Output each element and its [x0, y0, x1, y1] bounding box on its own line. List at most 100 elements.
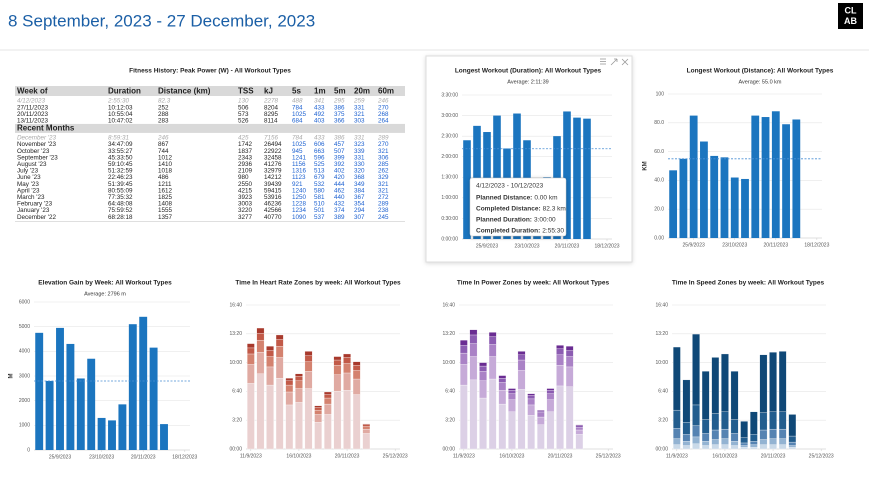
bar-segment — [721, 438, 729, 445]
bar-segment — [788, 435, 797, 443]
bar-segment — [479, 371, 487, 381]
y-tick-label: 1000 — [19, 423, 30, 429]
bar-segment — [295, 388, 303, 403]
bar-segment — [460, 339, 468, 346]
bar-segment — [682, 445, 691, 450]
bar-segment — [769, 411, 777, 430]
bar-segment — [517, 359, 526, 371]
x-tick-label: 20/11/2023 — [555, 243, 580, 249]
bar-segment — [711, 444, 720, 450]
y-tick-label: 3:20 — [232, 418, 242, 424]
table-cell: 492 — [314, 111, 325, 118]
table-cell: 8114 — [264, 117, 278, 124]
chart-title: Elevation Gain by Week: All Workout Type… — [38, 280, 172, 287]
average-label: Average: 2796 m — [84, 291, 126, 297]
bar-segment — [333, 359, 342, 366]
table-cell: 425 — [238, 135, 249, 142]
table-cell: 268 — [378, 111, 389, 118]
table-cell: 321 — [378, 181, 389, 188]
y-tick-label: 6:40 — [445, 389, 455, 395]
table-cell: 22:46:23 — [108, 174, 133, 181]
tooltip: 4/12/2023 - 10/12/2023 Planned Distance: 0… — [469, 177, 567, 237]
table-cell: 433 — [314, 104, 325, 111]
bar-segment — [479, 362, 487, 367]
bar-segment — [256, 339, 265, 353]
table-cell: 20/11/2023 — [17, 111, 49, 118]
bar-segment — [556, 345, 564, 349]
table-cell: 13/11/2023 — [17, 117, 49, 124]
bar-segment — [498, 375, 507, 379]
logo-text: CL — [845, 5, 857, 15]
bar-segment — [730, 441, 739, 446]
bar-segment — [362, 433, 371, 450]
bar-segment — [314, 405, 322, 408]
x-tick-label: 11/9/2023 — [453, 453, 475, 459]
table-cell: 51:32:59 — [108, 168, 133, 175]
bar-segment — [701, 445, 710, 450]
bar-segment — [488, 344, 497, 357]
table-cell: 2936 — [238, 161, 253, 168]
y-tick-label: 13:20 — [229, 331, 242, 337]
table-cell: 510 — [314, 201, 325, 208]
table-cell: 1025 — [292, 111, 307, 118]
tooltip-label: Completed Duration: — [476, 228, 540, 235]
column-header: Distance (km) — [158, 87, 211, 96]
average-label: Average: 2:11:39 — [507, 79, 548, 85]
bar-segment — [517, 389, 526, 450]
table-cell: 294 — [354, 207, 365, 214]
table-cell: 288 — [158, 111, 169, 118]
table-cell: 321 — [378, 187, 389, 194]
bar-segment — [721, 444, 729, 450]
bar-segment — [275, 334, 284, 340]
bar-segment — [769, 352, 777, 412]
y-axis-label: M — [9, 374, 15, 379]
table-cell: 921 — [292, 181, 303, 188]
table-cell: 513 — [314, 168, 325, 175]
bar-segment — [527, 393, 535, 396]
table-cell: 34:47:09 — [108, 141, 133, 148]
y-tick-label: 10:00 — [442, 360, 455, 366]
bar-segment — [266, 366, 274, 386]
table-cell: 331 — [354, 135, 365, 142]
table-cell: 53916 — [264, 194, 282, 201]
bar-segment — [479, 397, 487, 450]
bar-segment — [295, 380, 303, 389]
bar-segment — [750, 411, 758, 435]
bar-segment — [333, 390, 342, 450]
column-header: 5m — [334, 87, 346, 96]
y-tick-label: 3:20 — [445, 418, 455, 424]
bar-segment — [565, 350, 574, 357]
bar-segment — [285, 404, 294, 450]
bar-segment — [546, 393, 555, 400]
bar — [66, 343, 75, 450]
bar-segment — [759, 354, 768, 413]
bar-segment — [304, 355, 313, 362]
menu-icon[interactable] — [600, 58, 606, 65]
table-cell: 1825 — [158, 194, 173, 201]
table-cell: 354 — [354, 201, 365, 208]
bar-segment — [343, 363, 351, 374]
table-cell: 289 — [378, 201, 389, 208]
expand-icon[interactable] — [610, 58, 618, 66]
table-cell: 1410 — [158, 161, 173, 168]
bar-segment — [682, 422, 691, 435]
table-cell: 366 — [334, 117, 345, 124]
bar-segment — [682, 434, 691, 442]
table-cell: 8:59:31 — [108, 135, 129, 142]
bar-segment — [730, 433, 739, 442]
table-cell: 2109 — [238, 168, 253, 175]
bar-segment — [498, 390, 507, 405]
bar — [689, 115, 698, 238]
x-tick-label: 18/12/2023 — [804, 242, 829, 248]
table-cell: 130 — [238, 98, 249, 105]
table-cell: 784 — [292, 104, 303, 111]
bar — [679, 158, 688, 238]
table-cell: 867 — [158, 141, 169, 148]
bar-segment — [740, 437, 748, 444]
close-icon[interactable] — [621, 58, 629, 66]
bar — [160, 424, 168, 450]
bar-segment — [469, 343, 478, 357]
bar-segment — [285, 384, 294, 393]
